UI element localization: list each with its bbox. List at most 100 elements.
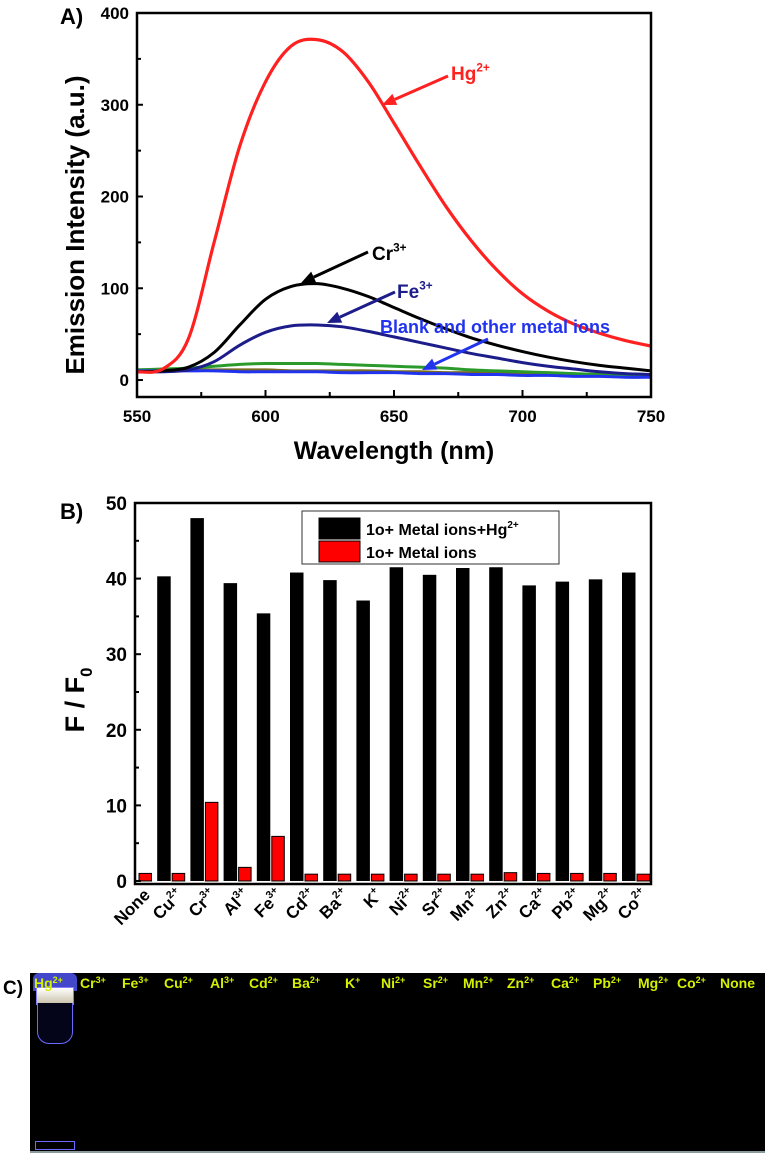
- bar-metal-ba: [337, 873, 352, 882]
- vial-label-base: Ni: [381, 975, 395, 991]
- panel-c-label: C): [3, 978, 24, 999]
- annotation-label-4-sup: 3+: [393, 241, 407, 254]
- vial-label-mg: Mg2+: [638, 975, 668, 991]
- x-category-label-sup: 3+: [264, 884, 281, 901]
- panel-a-label: A): [60, 4, 83, 29]
- vial-label-charge: 2+: [610, 975, 622, 985]
- legend-label-1-base: 1o+ Metal ions: [366, 545, 477, 562]
- annotation-arrow-4-head: [301, 271, 317, 283]
- panel-a-emission-spectra: A) 0 100 200 300 400 550 600 650 700 750 Wavelength…: [60, 4, 665, 465]
- vial-headspace: [37, 1003, 73, 1044]
- vial-label-base: Pb: [593, 975, 611, 991]
- annotation-label-5: Hg2+: [451, 61, 490, 85]
- vial-label-charge: 2+: [437, 975, 449, 985]
- y-tick-label: 400: [101, 4, 129, 23]
- x-category-label-sup: 2+: [463, 884, 480, 901]
- vial-label-ca: Ca2+: [551, 975, 579, 991]
- annotation-label-5-base: Hg: [451, 64, 476, 85]
- vial-label-base: Mg: [638, 975, 659, 991]
- bar-metal-hg-cr: [190, 518, 204, 881]
- vial-label-cu: Cu2+: [164, 975, 193, 991]
- vial-label-charge: 3+: [95, 975, 106, 985]
- bar-metal-fe: [271, 835, 285, 882]
- vial-label-base: Cd: [249, 975, 268, 991]
- x-tick-label: 550: [123, 407, 151, 426]
- bar-metal-none: [138, 872, 152, 882]
- panel-b-label: B): [60, 499, 83, 524]
- vial-label-k: K+: [345, 975, 360, 991]
- vial-label-charge: 3+: [138, 975, 149, 985]
- x-category-label: Mg2+: [578, 884, 618, 924]
- x-tick-label: 750: [637, 407, 665, 426]
- x-category-label-sup: 3+: [197, 884, 214, 901]
- y-tick-label: 300: [101, 96, 129, 115]
- vial-label-cr: Cr3+: [80, 975, 106, 991]
- bar-metal-hg-pb: [555, 581, 570, 881]
- vial-label-base: Al: [210, 975, 224, 991]
- y-tick-label: 30: [106, 645, 127, 666]
- x-category-label-sup: 2+: [297, 884, 314, 901]
- x-category-label: Cr3+: [184, 884, 220, 920]
- y-axis-title-sub: 0: [77, 668, 96, 677]
- x-category-label: Ca2+: [514, 884, 552, 922]
- annotation-arrow-3-shaft: [339, 290, 396, 319]
- vial-label-charge: 2+: [309, 975, 321, 985]
- bar-metal-hg-cu: [157, 576, 171, 881]
- vial-label-fe: Fe3+: [122, 975, 149, 991]
- vial-label-base: Cu: [164, 975, 183, 991]
- y-axis-title: Emission Intensity (a.u.): [60, 75, 90, 374]
- vial-label-charge: 2+: [568, 975, 580, 985]
- x-category-label: Cu2+: [148, 884, 187, 923]
- bar-metal-hg-al: [223, 583, 238, 881]
- x-category-label-sup: 2+: [562, 884, 579, 901]
- bar-metal-cu: [171, 872, 186, 882]
- x-category-label-sup: 2+: [629, 884, 646, 901]
- x-tick-label: 700: [508, 407, 536, 426]
- bar-metal-k: [370, 873, 385, 882]
- plot-frame: [133, 501, 653, 886]
- vial-label-base: Zn: [507, 975, 525, 991]
- x-category-label: Fe3+: [249, 884, 286, 921]
- bar-metal-cd: [304, 873, 318, 882]
- vial-label-charge: 2+: [483, 975, 494, 985]
- annotation-arrow-2-head: [422, 358, 438, 370]
- y-tick-label: 200: [101, 188, 129, 207]
- vial-label-cd: Cd2+: [249, 975, 278, 991]
- vial-label-charge: 2+: [267, 975, 278, 985]
- vial-label-ba: Ba2+: [292, 975, 320, 991]
- bar-metal-hg-zn: [489, 567, 503, 881]
- annotation-label-3: Fe3+: [397, 279, 433, 303]
- vial-label-base: Sr: [423, 975, 438, 991]
- x-category-label: Co2+: [613, 884, 652, 923]
- legend-label-1: 1o+ Metal ions: [366, 545, 477, 562]
- vial-label-base: Cr: [80, 975, 96, 991]
- vial-label-base: None: [720, 975, 755, 991]
- bar-metal-hg-sr: [422, 574, 437, 881]
- vial-label-base: K: [345, 975, 356, 991]
- spectrum-line-1: [137, 361, 651, 378]
- legend-label-0-base: 1o+ Metal ions+Hg: [366, 522, 507, 539]
- annotation-label-4: Cr3+: [372, 241, 407, 265]
- vial-label-hg: Hg2+: [34, 975, 63, 991]
- vial-label-zn: Zn2+: [507, 975, 534, 991]
- bar-metal-hg-co: [622, 572, 636, 881]
- vial-label-base: Co: [677, 975, 696, 991]
- vial-label-none: None: [720, 975, 755, 991]
- vial-label-charge: +: [355, 975, 361, 985]
- y-tick-label: 10: [106, 796, 127, 817]
- x-category-label: Sr2+: [417, 884, 453, 920]
- bar-metal-hg-cd: [290, 572, 304, 881]
- vial-label-co: Co2+: [677, 975, 706, 991]
- x-category-label-sup: 3+: [230, 884, 247, 901]
- annotation-label-3-base: Fe: [397, 282, 419, 303]
- vial-glow: [33, 973, 77, 991]
- vial-label-charge: 2+: [52, 975, 63, 985]
- vial-label-al: Al3+: [210, 975, 234, 991]
- spectrum-line-3: [137, 323, 651, 377]
- vial-base: [35, 1141, 75, 1150]
- vial-label-base: Ba: [292, 975, 310, 991]
- annotation-label-3-sup: 3+: [419, 279, 433, 292]
- y-axis-title: F / F0: [60, 668, 96, 733]
- spectrum-line-4: [137, 282, 651, 374]
- vial-label-charge: 2+: [524, 975, 535, 985]
